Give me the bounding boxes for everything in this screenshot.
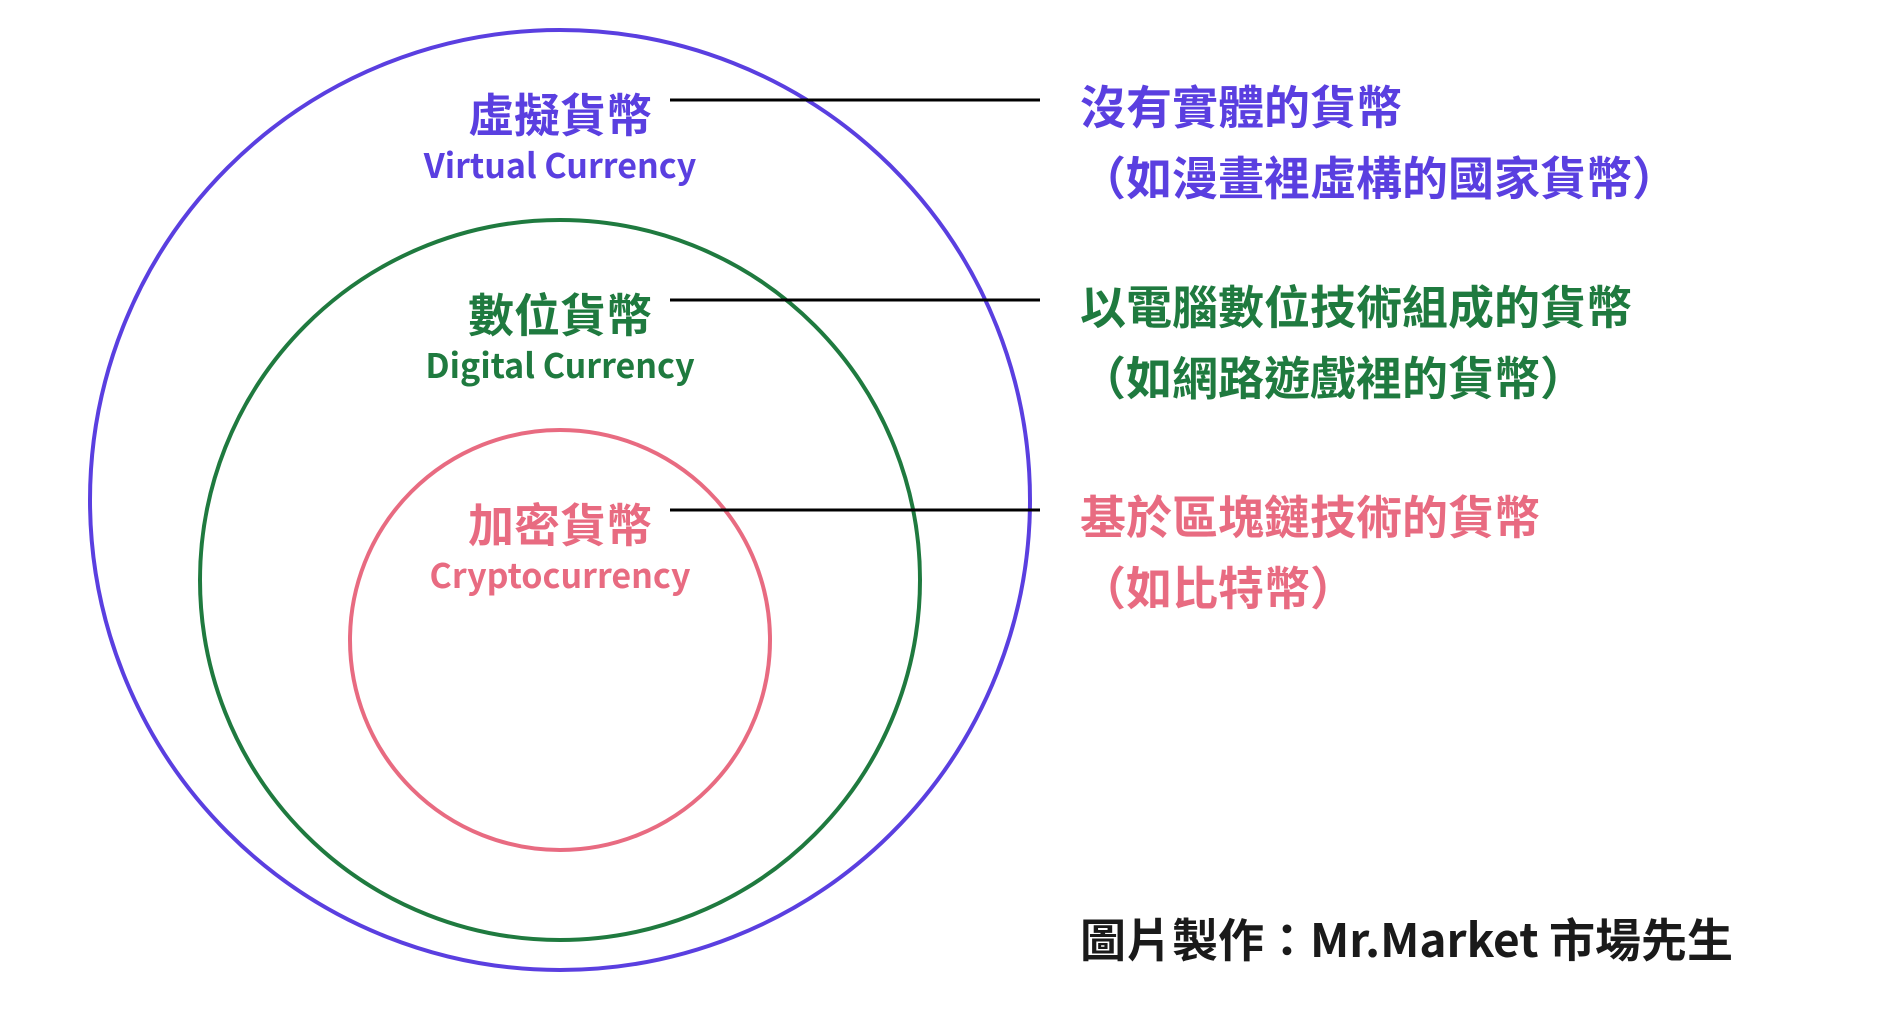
middle-description-line1: 以電腦數位技術組成的貨幣 [1080, 270, 1632, 341]
diagram-stage: 虛擬貨幣 Virtual Currency 數位貨幣 Digital Curre… [0, 0, 1880, 1028]
middle-label: 數位貨幣 Digital Currency [425, 285, 694, 385]
inner-description: 基於區塊鏈技術的貨幣 （如比特幣） [1080, 480, 1540, 623]
middle-label-en: Digital Currency [425, 343, 694, 386]
inner-label-en: Cryptocurrency [430, 553, 691, 596]
outer-description-line1: 沒有實體的貨幣 [1080, 70, 1678, 141]
inner-description-line2: （如比特幣） [1080, 551, 1540, 622]
middle-label-zh: 數位貨幣 [425, 285, 694, 343]
middle-description: 以電腦數位技術組成的貨幣 （如網路遊戲裡的貨幣） [1080, 270, 1632, 413]
outer-description: 沒有實體的貨幣 （如漫畫裡虛構的國家貨幣） [1080, 70, 1678, 213]
inner-label-zh: 加密貨幣 [430, 495, 691, 553]
outer-label: 虛擬貨幣 Virtual Currency [424, 85, 697, 185]
outer-label-en: Virtual Currency [424, 143, 697, 186]
outer-label-zh: 虛擬貨幣 [424, 85, 697, 143]
inner-label: 加密貨幣 Cryptocurrency [430, 495, 691, 595]
middle-description-line2: （如網路遊戲裡的貨幣） [1080, 341, 1632, 412]
inner-description-line1: 基於區塊鏈技術的貨幣 [1080, 480, 1540, 551]
image-credit: 圖片製作：Mr.Market 市場先生 [1080, 905, 1733, 971]
outer-description-line2: （如漫畫裡虛構的國家貨幣） [1080, 141, 1678, 212]
